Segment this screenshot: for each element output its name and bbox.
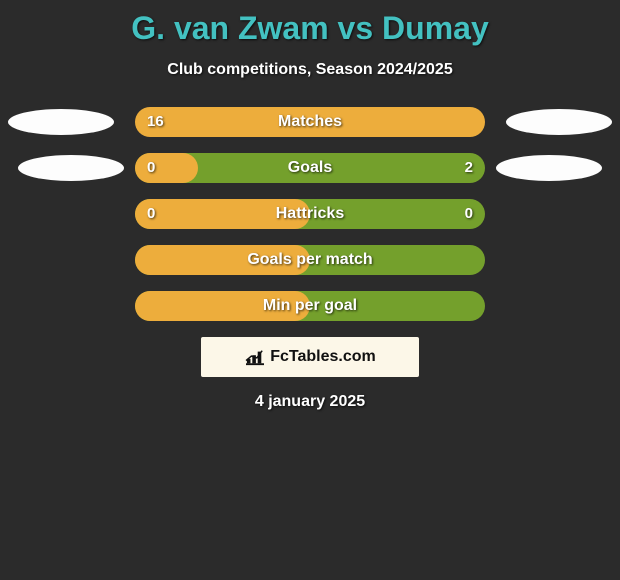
stat-row: 16 Matches — [0, 107, 620, 137]
stat-rows: 16 Matches 0 2 Goals 0 0 — [0, 107, 620, 321]
stat-bar-container: 16 Matches — [135, 107, 485, 137]
player-oval-right — [496, 155, 602, 181]
brand-badge: FcTables.com — [201, 337, 419, 377]
stat-row: 0 2 Goals — [0, 153, 620, 183]
stat-label: Matches — [135, 107, 485, 137]
stat-label: Goals — [135, 153, 485, 183]
stat-row: Min per goal — [0, 291, 620, 321]
stat-label: Goals per match — [135, 245, 485, 275]
stat-row: 0 0 Hattricks — [0, 199, 620, 229]
stat-bar-container: Goals per match — [135, 245, 485, 275]
stat-bar-container: 0 2 Goals — [135, 153, 485, 183]
player-oval-left — [8, 109, 114, 135]
player-oval-right — [506, 109, 612, 135]
stat-row: Goals per match — [0, 245, 620, 275]
player-oval-left — [18, 155, 124, 181]
stat-label: Hattricks — [135, 199, 485, 229]
comparison-infographic: G. van Zwam vs Dumay Club competitions, … — [0, 0, 620, 411]
stat-bar-container: 0 0 Hattricks — [135, 199, 485, 229]
stat-bar-container: Min per goal — [135, 291, 485, 321]
brand-text: FcTables.com — [270, 348, 376, 366]
subtitle: Club competitions, Season 2024/2025 — [0, 61, 620, 79]
brand-chart-icon — [244, 348, 266, 366]
date-label: 4 january 2025 — [0, 393, 620, 411]
stat-label: Min per goal — [135, 291, 485, 321]
page-title: G. van Zwam vs Dumay — [0, 0, 620, 47]
